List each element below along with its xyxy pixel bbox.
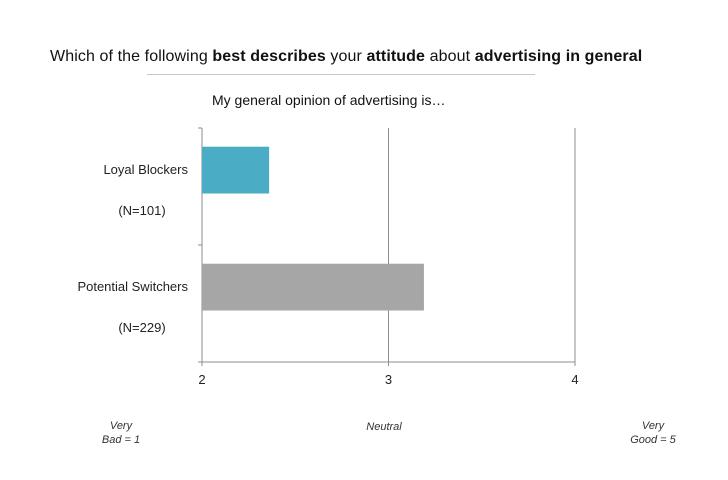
title-segment: attitude: [366, 48, 426, 65]
category-label: Potential Switchers: [77, 279, 188, 294]
title-segment: about: [425, 48, 475, 65]
title-segment: Which of the following: [50, 48, 213, 65]
scale-anchor-neutral: Neutral: [354, 420, 414, 434]
bar: [202, 146, 270, 194]
bar: [202, 263, 424, 311]
x-tick-label: 4: [571, 372, 578, 387]
title-divider: [147, 74, 535, 75]
chart-subtitle: My general opinion of advertising is…: [212, 92, 446, 108]
anchor-line: Very: [641, 420, 665, 432]
category-label: Loyal Blockers: [103, 162, 188, 177]
title-segment: your: [325, 48, 367, 65]
title-segment: best describes: [212, 48, 326, 65]
scale-anchor-very-bad: Very Bad = 1: [96, 419, 146, 447]
scale-anchor-very-good: Very Good = 5: [620, 419, 686, 447]
chart-title: Which of the following best describes yo…: [50, 48, 642, 66]
title-segment: advertising in general: [474, 48, 643, 65]
x-tick-label: 2: [198, 372, 205, 387]
anchor-line: Neutral: [366, 421, 402, 433]
category-note: (N=101): [118, 203, 165, 218]
anchor-line: Very: [109, 420, 133, 432]
x-tick-label: 3: [385, 372, 392, 387]
anchor-line: Bad = 1: [101, 434, 141, 446]
category-note: (N=229): [118, 320, 165, 335]
anchor-line: Good = 5: [630, 434, 676, 446]
